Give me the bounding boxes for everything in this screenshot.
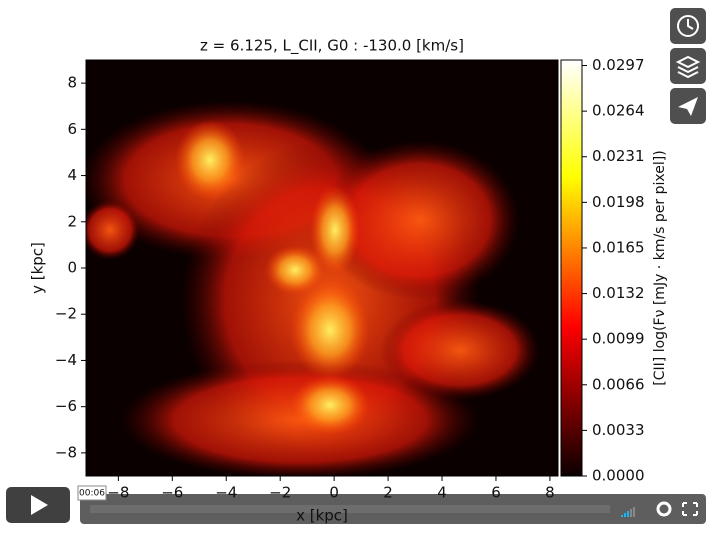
chart-title: z = 6.125, L_CII, G0 : -130.0 [km/s]	[200, 37, 464, 56]
x-tick-label: −2	[269, 484, 291, 502]
heatmap-blob	[175, 120, 245, 200]
y-tick-label: 4	[67, 166, 77, 184]
colorbar-tick-label: 0.0132	[592, 284, 645, 302]
colorbar	[561, 60, 582, 476]
colorbar-tick-label: 0.0066	[592, 375, 645, 393]
heatmap-blob	[290, 375, 370, 435]
colorbar-tick-label: 0.0033	[592, 421, 645, 439]
colorbar-label: [CII] log(Fν [mJy · km/s per pixel])	[652, 150, 668, 385]
y-axis-label: y [kpc]	[29, 242, 47, 294]
y-tick-label: 8	[67, 74, 77, 92]
colorbar-tick-label: 0.0198	[592, 193, 645, 211]
volume-bar[interactable]	[621, 515, 623, 517]
layers-icon	[675, 55, 701, 79]
heatmap-blob	[265, 245, 325, 295]
clock-hands	[687, 19, 694, 30]
y-tick-label: 2	[67, 212, 77, 230]
progress-track[interactable]	[90, 505, 610, 513]
volume-bar[interactable]	[624, 513, 626, 517]
play-icon	[31, 495, 48, 515]
x-tick-label: 2	[383, 484, 393, 502]
x-tick-label: −8	[107, 484, 129, 502]
heatmap-blob	[86, 200, 140, 260]
x-tick-label: 0	[329, 484, 339, 502]
colorbar-frame	[560, 59, 583, 477]
colorbar-tick-label: 0.0165	[592, 238, 645, 256]
heatmap-blob	[320, 140, 520, 300]
x-tick-label: 4	[437, 484, 447, 502]
heatmap-blob	[310, 185, 360, 275]
fullscreen-button[interactable]	[682, 502, 698, 516]
y-tick-label: −4	[55, 351, 77, 369]
x-axis-label: x [kpc]	[296, 507, 348, 525]
settings-button[interactable]	[656, 501, 672, 517]
heatmap-image	[86, 100, 540, 476]
time-label: 00:06	[79, 489, 105, 499]
x-tick-label: 6	[491, 484, 501, 502]
colorbar-tick-label: 0.0231	[592, 147, 645, 165]
x-tick-label: −6	[161, 484, 183, 502]
volume-bar[interactable]	[630, 509, 632, 517]
heatmap-blob	[290, 280, 370, 380]
y-tick-label: −6	[55, 397, 77, 415]
volume-bar[interactable]	[627, 511, 629, 517]
colorbar-tick-label: 0.0264	[592, 102, 645, 120]
player-controls: 00:06	[6, 8, 706, 524]
volume-bar[interactable]	[633, 507, 635, 517]
x-tick-label: 8	[545, 484, 555, 502]
y-tick-label: −8	[55, 443, 77, 461]
colorbar-tick-label: 0.0099	[592, 330, 645, 348]
x-tick-label: −4	[215, 484, 237, 502]
plot-frame	[85, 59, 559, 477]
clock-icon	[677, 15, 699, 37]
y-tick-label: 6	[67, 120, 77, 138]
colorbar-tick-label: 0.0000	[592, 467, 645, 485]
colorbar-tick-label: 0.0297	[592, 56, 645, 74]
time-bubble	[77, 485, 107, 501]
y-tick-label: −2	[55, 305, 77, 323]
y-tick-label: 0	[67, 259, 77, 277]
heatmap-blob	[380, 300, 540, 400]
send-icon	[678, 97, 698, 116]
